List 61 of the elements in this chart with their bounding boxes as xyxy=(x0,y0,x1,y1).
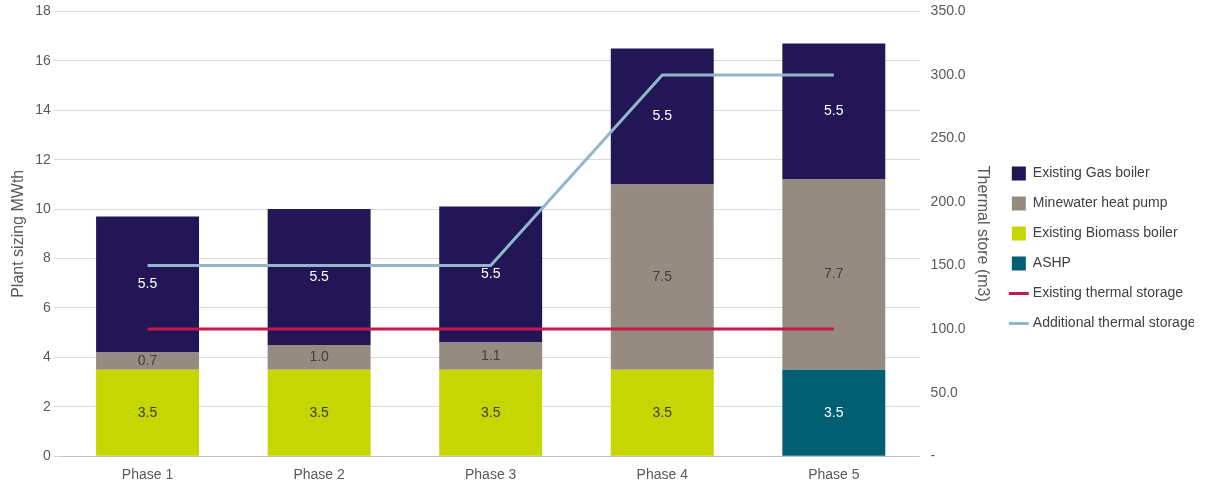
y-tick-label: 2 xyxy=(42,397,51,414)
bar xyxy=(439,342,543,370)
data-label: 3.5 xyxy=(652,403,673,420)
bar xyxy=(610,48,714,185)
data-label: 3.5 xyxy=(137,403,158,420)
data-label: 0.7 xyxy=(137,351,158,368)
bar xyxy=(782,179,886,370)
y-tick-label: 18 xyxy=(35,2,51,19)
bar xyxy=(267,209,371,345)
bar xyxy=(439,369,543,456)
y-tick-label: 4 xyxy=(42,348,51,365)
y-axis-title: Plant sizing MWth xyxy=(9,169,27,298)
bar xyxy=(782,43,886,180)
bar xyxy=(96,216,200,353)
y2-tick-label: 350.0 xyxy=(930,2,966,19)
legend-label: ASHP xyxy=(1032,254,1071,271)
legend-label: Existing thermal storage xyxy=(1032,284,1184,301)
data-label: 5.5 xyxy=(309,267,330,284)
x-tick-label: Phase 2 xyxy=(293,466,346,483)
bar xyxy=(439,206,543,343)
data-label: 3.5 xyxy=(480,403,501,420)
bar xyxy=(267,345,371,370)
y-tick-label: 8 xyxy=(42,249,51,266)
y2-tick-label: 50.0 xyxy=(930,383,959,400)
bar xyxy=(96,352,200,370)
legend-label: Minewater heat pump xyxy=(1032,194,1168,211)
y2-tick-label: 200.0 xyxy=(930,192,966,209)
y2-tick-label: 150.0 xyxy=(930,256,966,273)
data-label: 5.5 xyxy=(480,265,501,282)
legend-label: Existing Biomass boiler xyxy=(1032,224,1178,241)
y-tick-label: 0 xyxy=(42,447,51,464)
y-tick-label: 10 xyxy=(35,199,51,216)
bar xyxy=(267,369,371,456)
bar xyxy=(610,184,714,370)
legend-label: Additional thermal storage xyxy=(1032,314,1196,331)
y-tick-label: 14 xyxy=(35,101,51,118)
y-tick-label: 12 xyxy=(35,150,51,167)
legend-label: Existing Gas boiler xyxy=(1032,164,1150,181)
bar xyxy=(782,369,886,456)
data-label: 7.5 xyxy=(652,267,673,284)
x-tick-label: Phase 4 xyxy=(636,466,689,483)
x-tick-label: Phase 5 xyxy=(808,466,860,483)
y2-axis-title: Thermal store (m3) xyxy=(974,165,992,302)
y2-tick-label: 100.0 xyxy=(930,319,966,336)
data-label: 1.1 xyxy=(480,346,501,363)
data-label: 5.5 xyxy=(824,102,844,119)
data-label: 1.0 xyxy=(309,348,330,365)
y-tick-label: 6 xyxy=(42,298,51,315)
data-label: 3.5 xyxy=(309,403,330,420)
bar xyxy=(96,369,200,456)
x-tick-label: Phase 3 xyxy=(465,466,517,483)
bar xyxy=(610,369,714,456)
data-label: 5.5 xyxy=(137,275,158,292)
y2-tick-label: 300.0 xyxy=(930,65,966,82)
y2-tick-label: - xyxy=(930,447,936,464)
y-tick-label: 16 xyxy=(35,51,51,68)
data-label: 3.5 xyxy=(824,403,844,420)
x-tick-label: Phase 1 xyxy=(121,466,174,483)
data-label: 5.5 xyxy=(652,107,673,124)
data-label: 7.7 xyxy=(824,265,844,282)
y2-tick-label: 250.0 xyxy=(930,129,966,146)
